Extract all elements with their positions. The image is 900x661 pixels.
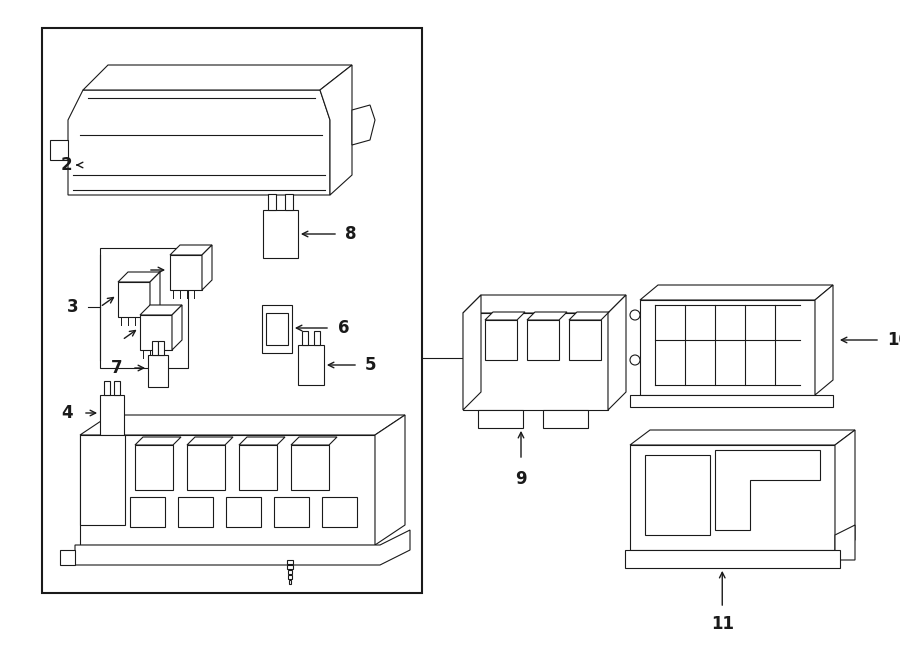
Polygon shape: [80, 435, 375, 545]
Polygon shape: [640, 300, 815, 395]
Polygon shape: [68, 90, 330, 195]
Polygon shape: [187, 437, 233, 445]
Text: 1: 1: [475, 349, 487, 367]
Polygon shape: [291, 437, 337, 445]
Polygon shape: [485, 320, 517, 360]
Polygon shape: [60, 550, 75, 565]
Text: 3: 3: [67, 298, 78, 316]
Polygon shape: [170, 245, 212, 255]
Bar: [268, 194, 276, 210]
Polygon shape: [135, 437, 181, 445]
Bar: [285, 194, 293, 210]
Polygon shape: [527, 320, 559, 360]
Polygon shape: [352, 105, 375, 145]
Circle shape: [630, 310, 640, 320]
Polygon shape: [640, 285, 833, 300]
Polygon shape: [835, 430, 855, 550]
Bar: [266, 313, 288, 345]
Text: 6: 6: [338, 319, 349, 337]
Bar: [288, 575, 292, 579]
Polygon shape: [226, 497, 261, 527]
Polygon shape: [569, 312, 609, 320]
Polygon shape: [291, 445, 329, 490]
Text: 9: 9: [515, 470, 526, 488]
Bar: [478, 410, 523, 428]
Bar: [80, 435, 125, 525]
Circle shape: [630, 355, 640, 365]
Bar: [100, 248, 188, 368]
Bar: [287, 560, 293, 564]
Text: 4: 4: [61, 404, 73, 422]
Bar: [152, 341, 158, 355]
Polygon shape: [172, 305, 182, 350]
Polygon shape: [140, 315, 172, 350]
Polygon shape: [375, 415, 405, 545]
Polygon shape: [274, 497, 309, 527]
Polygon shape: [150, 272, 160, 317]
Polygon shape: [140, 305, 182, 315]
Polygon shape: [463, 313, 608, 410]
Bar: [114, 381, 120, 395]
Polygon shape: [75, 530, 410, 565]
Polygon shape: [80, 415, 405, 435]
Text: 10: 10: [887, 331, 900, 349]
Polygon shape: [239, 445, 277, 490]
Bar: [645, 455, 710, 535]
Text: 2: 2: [60, 156, 72, 174]
Polygon shape: [178, 497, 213, 527]
Bar: [104, 381, 110, 395]
Polygon shape: [187, 445, 225, 490]
Polygon shape: [630, 430, 855, 445]
Polygon shape: [135, 445, 173, 490]
Polygon shape: [527, 312, 567, 320]
Text: 7: 7: [111, 359, 122, 377]
Polygon shape: [608, 295, 626, 410]
Polygon shape: [239, 437, 285, 445]
Polygon shape: [118, 272, 160, 282]
Bar: [630, 395, 833, 407]
Polygon shape: [835, 525, 855, 560]
Polygon shape: [130, 497, 165, 527]
Polygon shape: [569, 320, 601, 360]
Polygon shape: [322, 497, 357, 527]
Bar: [287, 565, 292, 569]
Polygon shape: [100, 395, 124, 435]
Polygon shape: [320, 65, 352, 195]
Polygon shape: [148, 355, 168, 387]
Polygon shape: [815, 285, 833, 395]
Polygon shape: [83, 65, 352, 90]
Bar: [302, 331, 308, 345]
Polygon shape: [630, 445, 835, 550]
Bar: [288, 570, 292, 574]
Bar: [158, 341, 164, 355]
Polygon shape: [715, 450, 820, 530]
Bar: [314, 331, 320, 345]
Bar: [42, 28, 422, 593]
Polygon shape: [262, 305, 292, 353]
Bar: [625, 550, 840, 568]
Polygon shape: [298, 345, 324, 385]
Polygon shape: [463, 295, 626, 313]
Bar: [289, 580, 292, 584]
Polygon shape: [263, 210, 298, 258]
Polygon shape: [485, 312, 525, 320]
Polygon shape: [463, 295, 481, 410]
Text: 8: 8: [345, 225, 356, 243]
Polygon shape: [50, 140, 68, 160]
Bar: [543, 410, 588, 428]
Polygon shape: [202, 245, 212, 290]
Text: 11: 11: [711, 615, 733, 633]
Polygon shape: [118, 282, 150, 317]
Polygon shape: [170, 255, 202, 290]
Text: 5: 5: [365, 356, 376, 374]
